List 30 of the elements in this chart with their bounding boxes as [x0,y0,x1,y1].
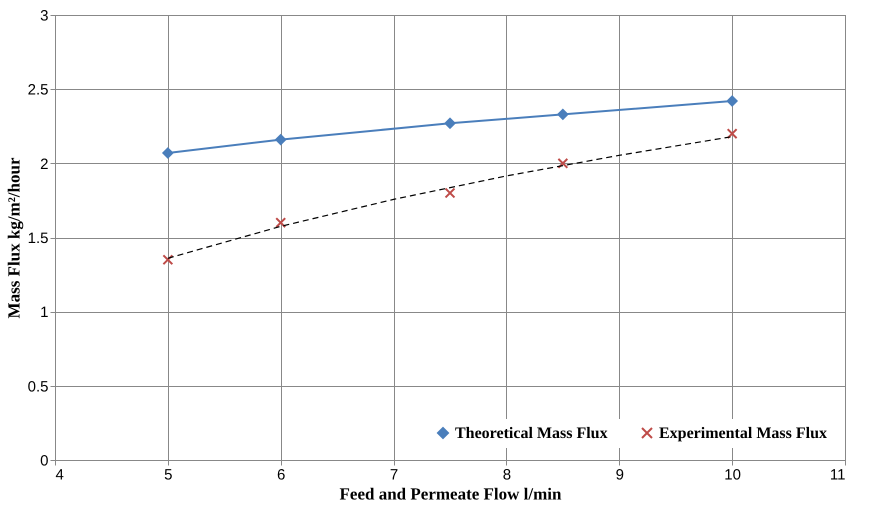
x-tick-label: 8 [502,466,512,484]
y-tick-label: 0.5 [28,378,48,396]
legend-label: Experimental Mass Flux [659,425,827,442]
y-axis-title: Mass Flux kg/m²/hour [4,157,24,318]
y-tick-label: 3 [40,8,48,24]
point [557,158,568,169]
point [726,128,738,140]
point [162,147,174,158]
y-tick-label: 0 [40,452,48,470]
y-tick-label: 1.5 [28,230,48,247]
point [726,96,738,107]
y-tick-label: 2.5 [28,82,48,99]
point [444,188,456,198]
x-tick-label: 9 [616,466,624,484]
y-tick-label: 1 [40,304,48,322]
x-tick-label: 6 [277,466,286,484]
point [557,108,568,120]
x-axis-title: Feed and Permeate Flow l/min [340,484,562,504]
point [444,118,456,129]
x-tick-label: 11 [830,466,846,484]
x-tick-label: 10 [724,466,741,484]
y-tick-label: 2 [40,156,48,173]
point [275,134,286,146]
point [275,217,286,228]
x-tick-label: 4 [56,466,64,484]
legend-label: Theoretical Mass Flux [455,425,608,442]
x-tick-label: 5 [164,466,173,484]
line-series [167,136,733,259]
x-tick-label: 7 [390,466,398,484]
point [162,254,174,266]
